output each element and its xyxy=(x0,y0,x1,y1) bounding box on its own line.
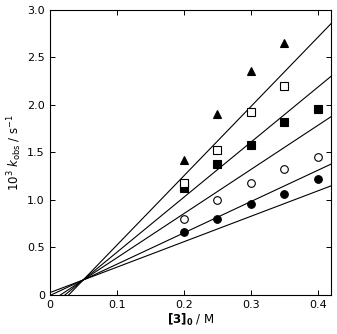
X-axis label: $\mathbf{[3]_0}$ / M: $\mathbf{[3]_0}$ / M xyxy=(167,312,214,328)
Y-axis label: $10^3\ k_{\rm obs}\ /\ {\rm s}^{-1}$: $10^3\ k_{\rm obs}\ /\ {\rm s}^{-1}$ xyxy=(5,114,24,191)
